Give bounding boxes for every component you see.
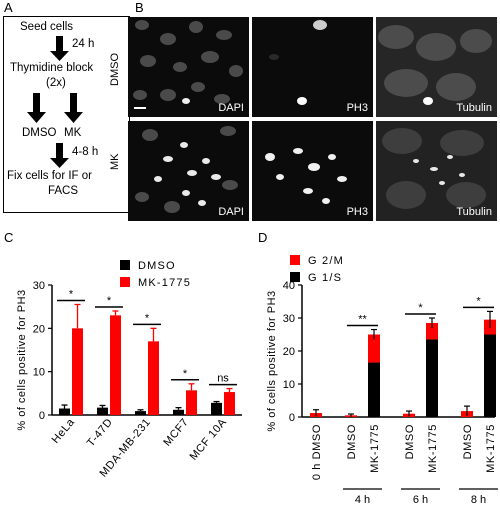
chart-c-ph3-cell-lines: 0 10 20 30 % of cells positive for PH3 * HeLa *… (16, 260, 242, 480)
group-label: 8 h (471, 494, 486, 506)
cell-cytoskeleton-image (378, 25, 492, 105)
channel-label-tubulin: Tubulin (456, 102, 492, 114)
micrograph-dmso-dapi: DAPI (128, 17, 249, 117)
bar-g1-s (368, 362, 380, 417)
category-label: DMSO (346, 424, 358, 459)
channel-label-dapi: DAPI (218, 102, 244, 114)
y-axis-label: % of cells positive for PH3 (266, 290, 278, 431)
group-label: 6 h (413, 494, 428, 506)
legend-swatch (290, 272, 300, 282)
channel-label-dapi: DAPI (218, 206, 244, 218)
panel-label-b: B (135, 0, 144, 15)
category-label: MCF7 (161, 416, 191, 449)
chart-d-ph3-cell-cycle: 0 10 20 30 40 % of cells positive for PH3 0 h … (266, 255, 498, 506)
legend-swatch (120, 277, 130, 287)
flow-fix-cells: Fix cells for IF or (7, 170, 92, 182)
y-tick-label: 0 (289, 412, 295, 424)
panel-label-c: C (4, 230, 14, 245)
significance-mark: * (107, 295, 112, 307)
protocol-flowchart: Seed cells 24 h Thymidine block (2x) DMS… (3, 16, 130, 213)
legend-label: G 2/M (308, 255, 344, 267)
bar-dmso (135, 411, 146, 415)
category-label: 0 h DMSO (311, 424, 323, 480)
cell-nuclei-image (269, 20, 327, 105)
significance-mark: * (418, 302, 423, 314)
micrograph-mk-dapi: DAPI (128, 121, 249, 221)
y-axis-label: % of cells positive for PH3 (16, 289, 28, 430)
row-label-mk: MK (109, 153, 121, 171)
y-tick-label: 0 (39, 410, 45, 422)
flow-facs: FACS (48, 185, 79, 197)
micrograph-mk-ph3: PH3 (252, 121, 373, 221)
category-label: MK-1775 (369, 424, 381, 473)
flow-thymidine-block: Thymidine block (10, 62, 94, 74)
bar-mk-1775 (148, 341, 159, 415)
category-label: DMSO (462, 424, 474, 459)
channel-label-tubulin: Tubulin (456, 206, 492, 218)
bar-mk-1775 (72, 328, 83, 415)
significance-mark: * (476, 295, 481, 307)
cell-nuclei-image (135, 126, 238, 213)
y-tick-label: 10 (283, 379, 295, 391)
significance-mark: * (145, 312, 150, 324)
y-tick-label: 30 (33, 280, 45, 292)
group-label: 4 h (355, 494, 370, 506)
significance-mark: * (183, 368, 188, 380)
panel-label-a: A (4, 0, 13, 15)
micrograph-dmso-tubulin: Tubulin (376, 17, 497, 117)
micrograph-mk-tubulin: Tubulin (376, 121, 497, 221)
y-tick-label: 20 (283, 346, 295, 358)
category-label: MK-1775 (427, 424, 439, 473)
y-tick-label: 30 (283, 313, 295, 325)
legend-swatch (120, 260, 130, 270)
row-label-dmso: DMSO (109, 53, 121, 86)
bar-g1-s (484, 334, 496, 417)
y-tick-label: 40 (283, 280, 295, 292)
bar-g2-m (368, 334, 380, 363)
y-tick-label: 20 (33, 323, 45, 335)
significance-mark: ns (217, 373, 229, 385)
flow-24h: 24 h (72, 38, 95, 50)
bar-dmso (211, 402, 222, 415)
category-label: HeLa (50, 416, 78, 446)
category-label: MCF 10A (188, 416, 230, 463)
bar-mk-1775 (110, 315, 121, 415)
category-label: MK-1775 (485, 424, 497, 473)
channel-label-ph3: PH3 (346, 102, 368, 114)
significance-mark: * (69, 289, 74, 301)
micrograph-dmso-ph3: PH3 (252, 17, 373, 117)
y-tick-label: 10 (33, 367, 45, 379)
category-label: T-47D (85, 416, 115, 449)
legend-swatch (290, 255, 300, 265)
bar-mk-1775 (224, 392, 235, 415)
bar-g1-s (426, 339, 438, 417)
flow-dmso: DMSO (22, 127, 57, 139)
flow-2x: (2x) (46, 77, 66, 89)
cell-nuclei-image (265, 148, 347, 204)
cell-cytoskeleton-image (382, 128, 486, 209)
flowchart-arrows (27, 36, 83, 168)
legend-label: G 1/S (308, 272, 342, 284)
flow-seed-cells: Seed cells (20, 21, 74, 33)
cell-nuclei-image (133, 20, 243, 109)
channel-label-ph3: PH3 (346, 206, 368, 218)
bar-g2-m (426, 322, 438, 340)
category-label: DMSO (404, 424, 416, 459)
bar-dmso (173, 409, 184, 415)
significance-mark: ** (358, 314, 367, 326)
legend-label: DMSO (138, 260, 176, 272)
bar-dmso (59, 408, 70, 415)
legend-label: MK-1775 (138, 277, 191, 289)
flow-mk: MK (64, 127, 82, 139)
bar-mk-1775 (186, 390, 197, 415)
bar-dmso (97, 407, 108, 415)
panel-label-d: D (258, 230, 268, 245)
flow-4-8h: 4-8 h (72, 146, 99, 158)
